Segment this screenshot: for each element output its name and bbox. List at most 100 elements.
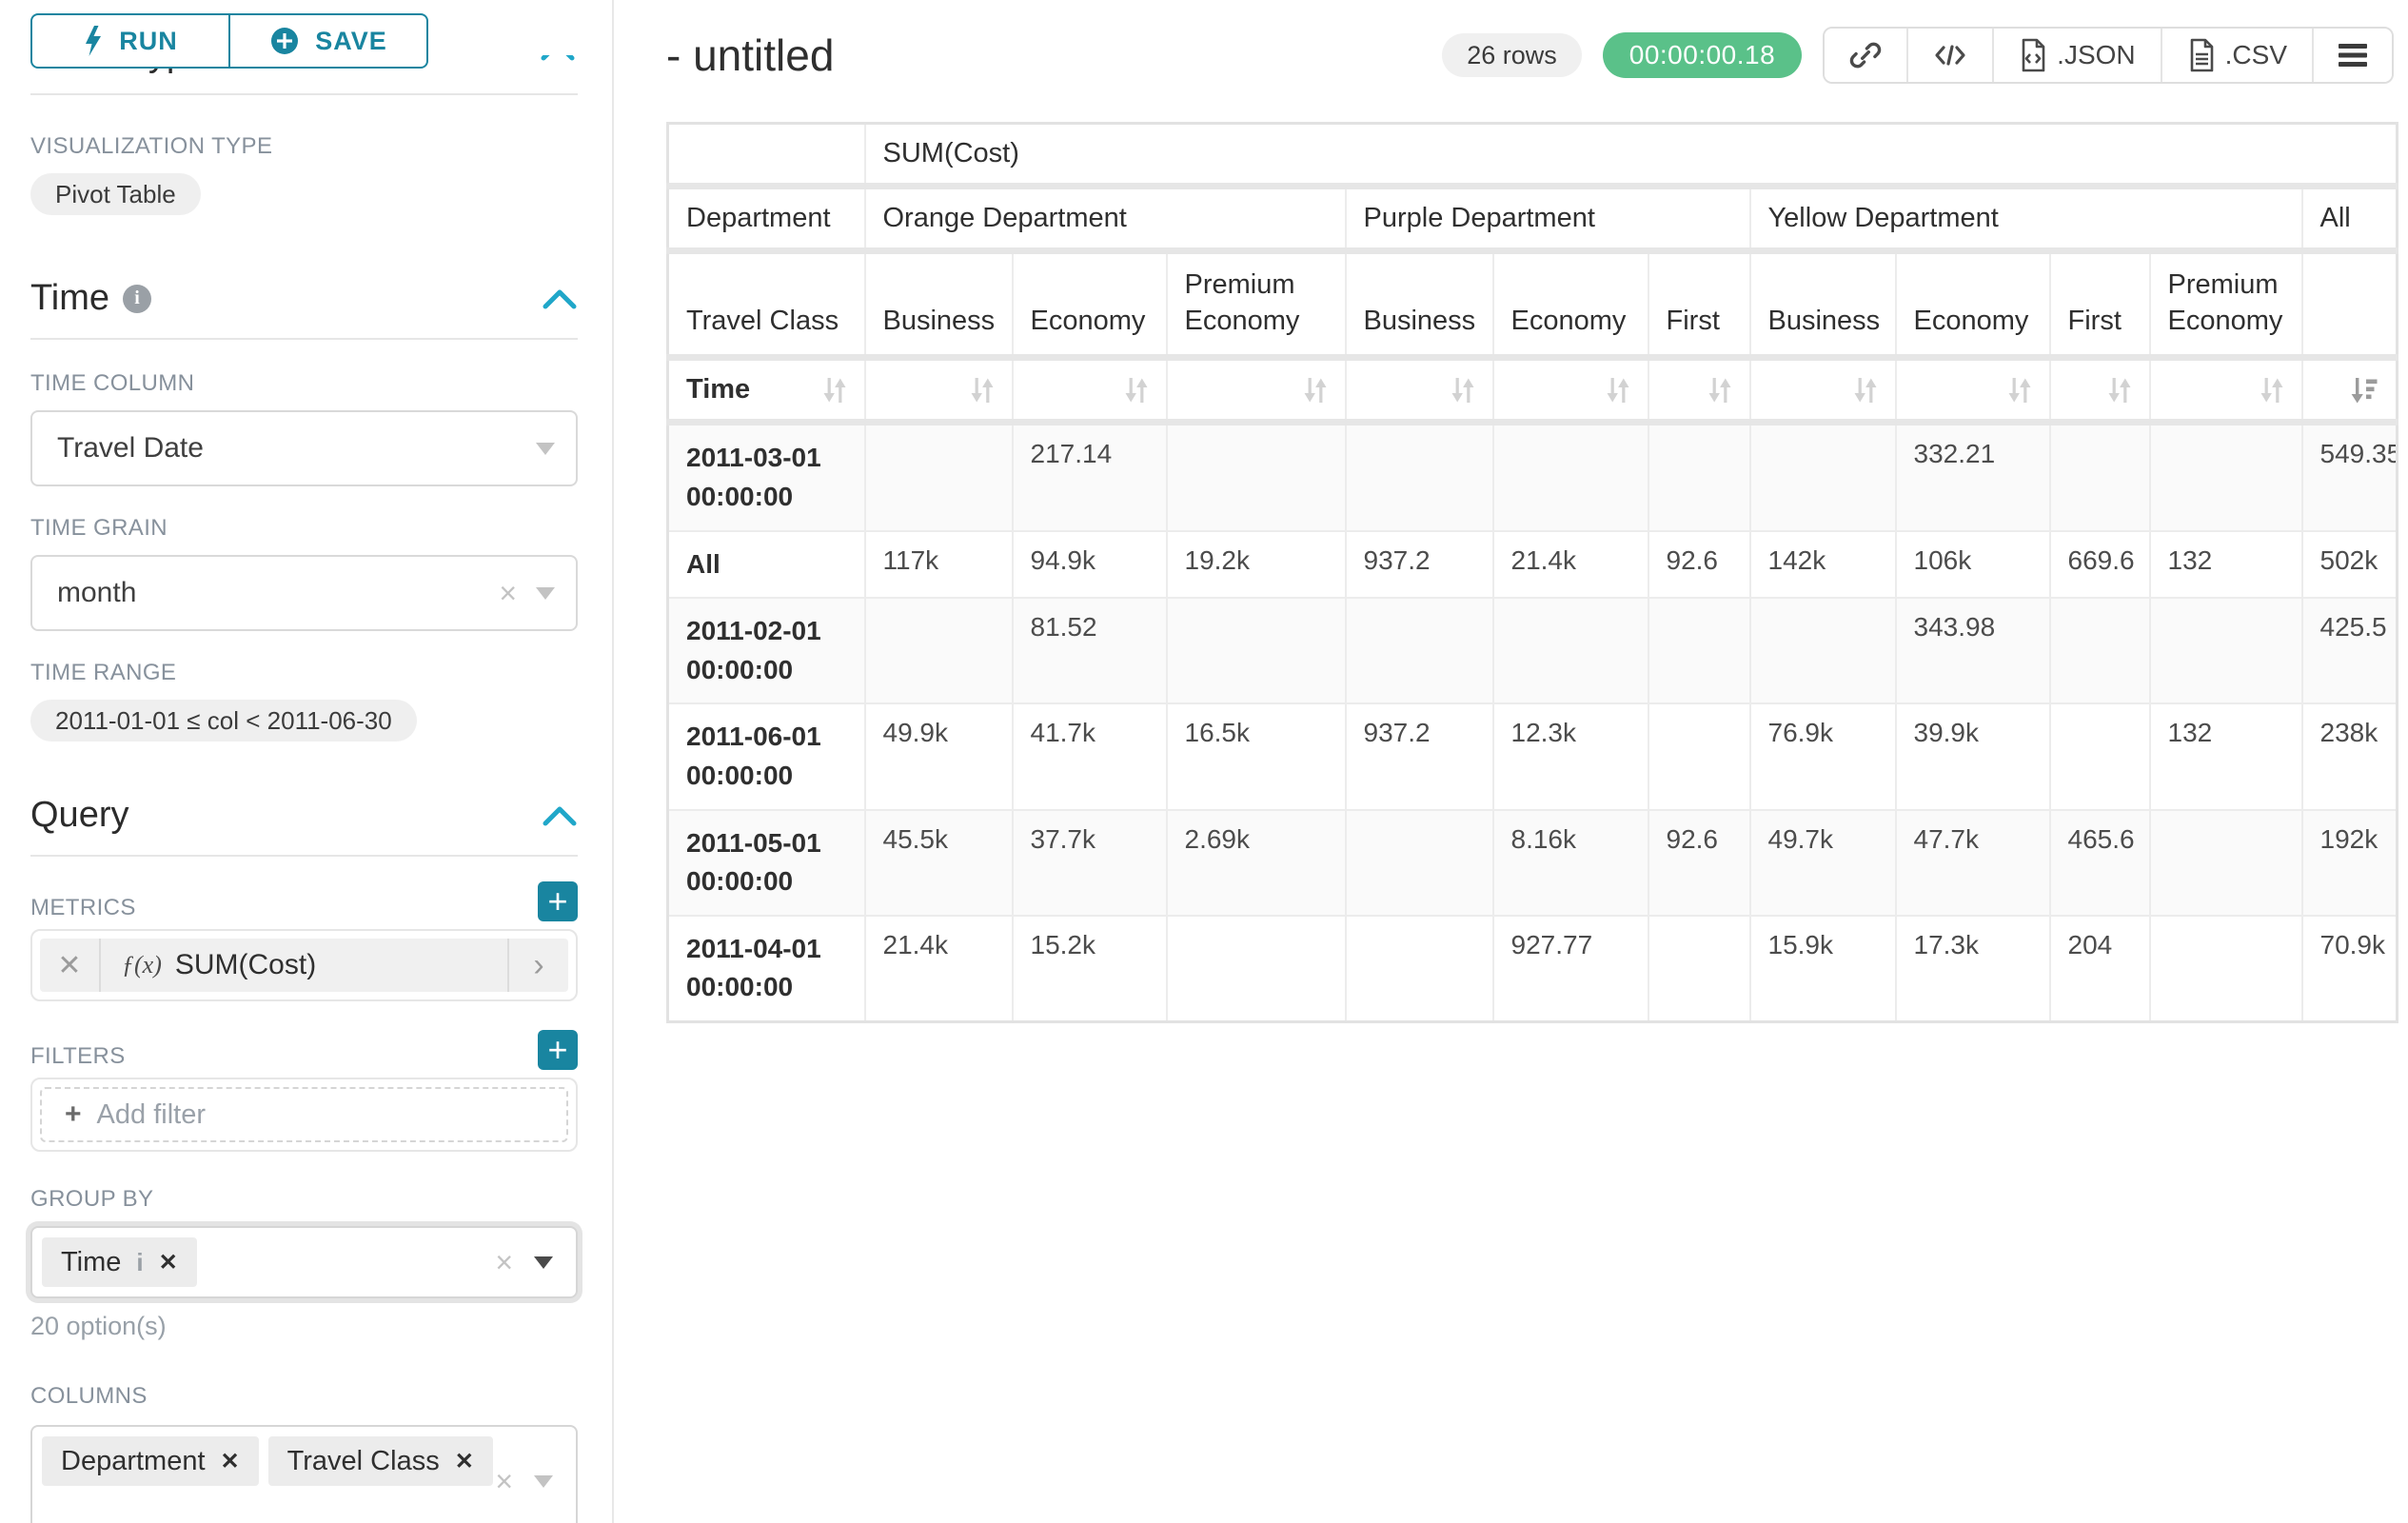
sort-icon[interactable] [1707, 376, 1732, 405]
pivot-cell: 132 [2148, 529, 2303, 600]
pivot-cell: 39.9k [1894, 702, 2051, 811]
caret-down-icon [536, 586, 555, 600]
time-section-header: Time i [30, 278, 578, 319]
chart-panel: - untitled 26 rows 00:00:00.18 .JSON [614, 0, 2408, 1523]
link-icon [1849, 42, 1882, 69]
remove-tag-icon[interactable]: ✕ [220, 1448, 240, 1474]
table-row: 2011-02-01 00:00:00 81.52 343.98 425.5 [666, 597, 2398, 705]
group-by-select[interactable]: Time i ✕ × [30, 1226, 578, 1298]
run-button[interactable]: RUN [30, 13, 230, 69]
clear-icon[interactable]: × [495, 1245, 513, 1279]
sort-icon[interactable] [2007, 376, 2032, 405]
chart-header: - untitled 26 rows 00:00:00.18 .JSON [666, 27, 2408, 84]
time-axis-label: Time [686, 374, 751, 405]
tag-label: Department [61, 1445, 206, 1476]
time-grain-select[interactable]: month × [30, 555, 578, 631]
control-panel-sidebar: Chart Type RUN SAVE VISUALIZATION TYPE P… [0, 0, 614, 1523]
view-query-button[interactable] [1908, 29, 1995, 82]
pivot-cell [1748, 421, 1897, 532]
sort-icon[interactable] [1124, 376, 1149, 405]
all-column-header: All [2300, 185, 2398, 254]
department-group-header: Orange Department [863, 185, 1347, 254]
pivot-cell [1165, 914, 1347, 1023]
chevron-up-icon[interactable] [542, 802, 578, 829]
remove-tag-icon[interactable]: ✕ [158, 1249, 178, 1276]
pivot-cell [1647, 914, 1751, 1023]
pivot-cell: 16.5k [1165, 702, 1347, 811]
chevron-right-icon[interactable]: › [507, 939, 568, 992]
selected-option-tag[interactable]: Department ✕ [42, 1436, 259, 1486]
sort-icon[interactable] [1451, 376, 1475, 405]
time-column-value: Travel Date [57, 432, 204, 464]
save-button[interactable]: SAVE [230, 13, 428, 69]
export-json-button[interactable]: .JSON [1994, 29, 2162, 82]
export-csv-button[interactable]: .CSV [2161, 29, 2314, 82]
column-sort-header [1491, 356, 1649, 426]
pivot-cell: 343.98 [1894, 597, 2051, 705]
column-sort-header [1011, 356, 1168, 426]
sort-icon[interactable] [2107, 376, 2132, 405]
selected-option-tag[interactable]: Time i ✕ [42, 1237, 197, 1287]
bolt-icon [86, 26, 102, 56]
chevron-up-icon[interactable] [542, 286, 578, 312]
time-range-value[interactable]: 2011-01-01 ≤ col < 2011-06-30 [30, 700, 417, 742]
sort-icon[interactable] [2260, 376, 2284, 405]
pivot-cell [863, 597, 1014, 705]
pivot-corner-cell [666, 122, 866, 189]
pivot-cell [2148, 808, 2303, 917]
remove-metric-icon[interactable]: ✕ [40, 939, 101, 992]
sort-icon[interactable] [1303, 376, 1328, 405]
clear-icon[interactable]: × [499, 576, 517, 610]
pivot-cell: 937.2 [1344, 702, 1494, 811]
remove-tag-icon[interactable]: ✕ [454, 1448, 474, 1474]
sort-icon[interactable] [970, 376, 995, 405]
row-header: 2011-06-01 00:00:00 [666, 702, 866, 811]
pivot-cell [1344, 597, 1494, 705]
empty-header-cell [2300, 249, 2398, 362]
add-filter-button[interactable]: + Add filter [40, 1087, 568, 1142]
table-row: 2011-05-01 00:00:00 45.5k 37.7k 2.69k 8.16k 9… [666, 808, 2398, 917]
metric-item[interactable]: ✕ ƒ(x) SUM(Cost) › [40, 939, 568, 992]
json-file-icon [2022, 38, 2045, 72]
time-column-select[interactable]: Travel Date [30, 410, 578, 486]
group-by-options-note: 20 option(s) [30, 1312, 167, 1340]
column-sort-header [1165, 356, 1347, 426]
sort-icon[interactable] [822, 376, 847, 405]
metrics-header-row: METRICS + [30, 881, 578, 921]
add-filter-plus-button[interactable]: + [538, 1030, 578, 1070]
pivot-cell: 21.4k [863, 914, 1014, 1023]
sort-icon[interactable] [1853, 376, 1878, 405]
visualization-type-value[interactable]: Pivot Table [30, 173, 201, 215]
section-divider [30, 855, 578, 857]
caret-down-icon [534, 1474, 553, 1488]
travel-class-header: Premium Economy [1165, 249, 1347, 362]
pivot-cell: 12.3k [1491, 702, 1649, 811]
share-link-button[interactable] [1825, 29, 1909, 82]
metric-header-cell: SUM(Cost) [863, 122, 2398, 189]
section-divider [30, 338, 578, 340]
chart-type-collapse-chevron[interactable] [540, 55, 578, 64]
sort-icon[interactable] [1606, 376, 1630, 405]
add-metric-button[interactable]: + [538, 881, 578, 921]
query-section-title: Query [30, 795, 129, 835]
pivot-cell: 47.7k [1894, 808, 2051, 917]
pivot-cell [1344, 421, 1494, 532]
selected-option-tag[interactable]: Travel Class ✕ [267, 1436, 493, 1486]
sort-desc-icon[interactable] [2350, 376, 2378, 405]
export-button-group: .JSON .CSV [1823, 27, 2394, 84]
info-icon: i [123, 284, 152, 313]
time-section-title: Time [30, 278, 110, 318]
pivot-cell: 17.3k [1894, 914, 2051, 1023]
pivot-cell [1165, 597, 1347, 705]
clear-icon[interactable]: × [495, 1464, 513, 1498]
pivot-cell [2048, 421, 2151, 532]
columns-select[interactable]: Department ✕ Travel Class ✕ × [30, 1425, 578, 1523]
pivot-cell: 49.7k [1748, 808, 1897, 917]
caret-down-icon [536, 442, 555, 455]
travel-class-header: Business [1748, 249, 1897, 362]
pivot-cell: 106k [1894, 529, 2051, 600]
pivot-cell [2048, 702, 2151, 811]
pivot-cell: 15.2k [1011, 914, 1168, 1023]
travel-class-header: Business [1344, 249, 1494, 362]
menu-button[interactable] [2314, 29, 2392, 82]
